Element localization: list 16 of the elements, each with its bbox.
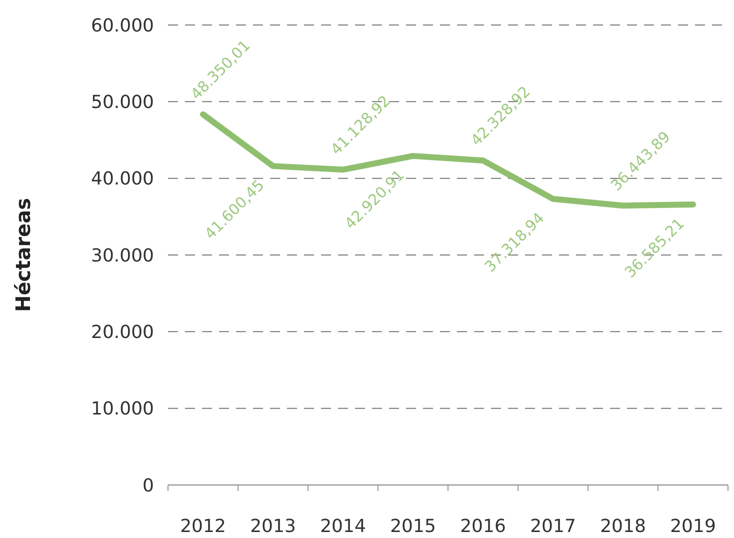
x-tick-label: 2016 (460, 516, 506, 537)
x-tick-label: 2013 (250, 516, 296, 537)
x-tick-label: 2017 (530, 516, 576, 537)
x-tick-label: 2018 (600, 516, 646, 537)
y-tick-label: 10.000 (91, 398, 154, 420)
y-axis-title: Héctareas (11, 198, 35, 312)
y-tick-label: 60.000 (91, 15, 154, 36)
y-tick-label: 20.000 (91, 322, 154, 343)
y-tick-label: 40.000 (91, 168, 154, 190)
y-tick-label: 30.000 (91, 245, 154, 266)
x-tick-label: 2014 (320, 516, 366, 537)
x-tick-label: 2015 (390, 516, 436, 537)
x-tick-label: 2019 (670, 516, 716, 537)
x-tick-label: 2012 (180, 516, 226, 537)
y-tick-label: 0 (142, 475, 154, 496)
y-tick-label: 50.000 (91, 92, 154, 113)
